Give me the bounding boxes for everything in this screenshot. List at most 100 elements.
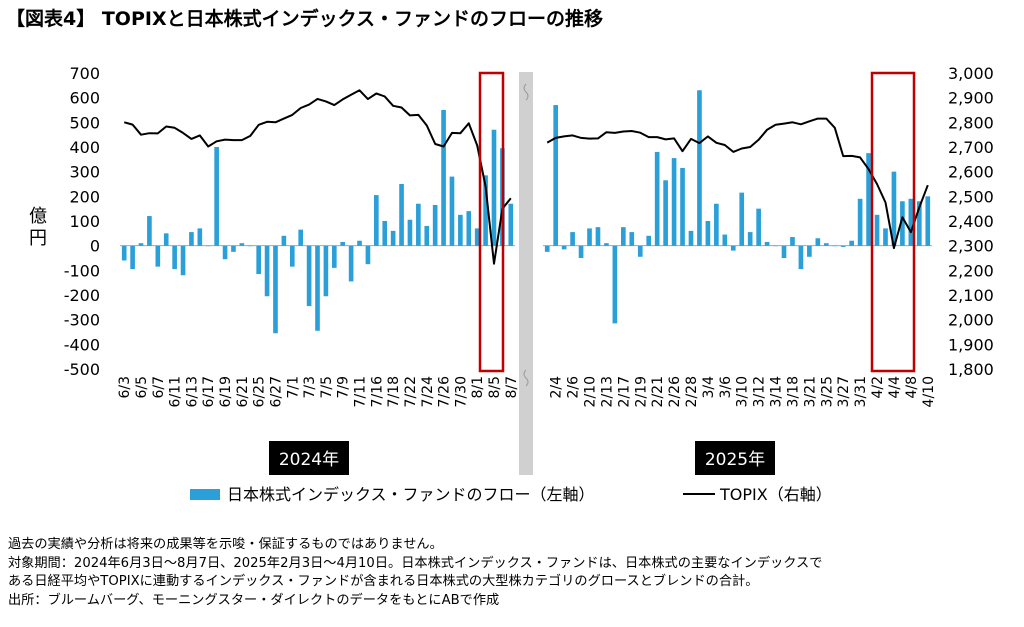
flow-bar [663,180,668,246]
right-tick-label: 2,500 [948,187,994,206]
flow-bar [747,232,753,246]
left-tick-label: 500 [69,113,100,132]
flow-bar [458,214,463,246]
x-tick-label: 7/16 [369,376,385,408]
flow-bar [739,192,745,246]
flow-bar [483,175,488,246]
flow-bar [680,167,685,246]
flow-bar [441,110,446,246]
flow-bar [289,245,295,267]
right-tick-label: 2,300 [948,237,994,256]
x-tick-label: 6/11 [168,376,184,407]
flow-bar [365,245,371,265]
x-tick-label: 8/1 [470,376,486,399]
flow-bar [390,230,396,246]
flow-bar [348,245,354,282]
flow-bar [256,245,261,275]
panel-label: 2024年 [279,450,339,470]
x-tick-label: 6/25 [252,376,268,407]
left-tick-label: -500 [64,360,100,379]
flow-bar [900,201,905,246]
x-tick-label: 2/6 [566,376,582,399]
x-tick-label: 2/21 [650,376,666,407]
right-tick-label: 2,800 [948,113,994,132]
axis-break-mark [523,83,529,387]
flow-bar [508,203,514,246]
flow-bar [908,198,914,246]
x-tick-label: 6/7 [151,376,167,399]
legend-bar-label: 日本株式インデックス・ファンドのフロー（左軸） [227,485,595,504]
flow-bar [578,245,584,258]
x-tick-label: 3/12 [752,376,768,407]
legend-line-label: TOPIX（右軸） [719,485,832,504]
left-tick-label: 200 [69,187,100,206]
x-tick-label: 6/17 [201,376,217,407]
flow-bar [570,232,575,246]
note-disclaimer: 過去の実績や分析は将来の成果等を示唆・保証するものではありません。 [8,537,443,552]
flow-bar [705,221,711,246]
flow-bar [671,158,677,246]
footnotes: 過去の実績や分析は将来の成果等を示唆・保証するものではありません。 対象期間：2… [8,536,822,610]
right-tick-label: 2,200 [948,261,994,280]
flow-bar [866,153,871,246]
x-tick-label: 3/14 [769,376,785,408]
x-tick-label: 7/3 [302,376,318,399]
flow-bar [416,203,421,246]
left-tick-label: 600 [69,89,100,108]
highlight-box [478,71,505,373]
left-tick-label: -300 [64,311,100,330]
x-tick-label: 6/13 [184,376,200,407]
flow-bar [306,245,312,307]
flow-bar [172,245,177,270]
x-tick-label: 2/26 [667,376,683,408]
right-tick-label: 2,700 [948,138,994,157]
flow-bar [807,245,812,257]
flow-bar [587,228,592,246]
right-tick-label: 2,900 [948,89,994,108]
flow-bar [714,203,719,246]
left-tick-label: 700 [69,64,100,83]
flow-bar [925,196,931,246]
flow-bar [197,228,203,246]
x-tick-label: 6/21 [235,376,251,407]
flow-bar [654,151,660,246]
flow-bar [189,232,194,246]
x-tick-label: 3/4 [701,376,717,399]
flow-bar [781,245,787,258]
x-tick-label: 7/26 [437,376,453,408]
x-tick-label: 3/25 [819,376,835,407]
left-axis-unit: 円 [29,228,47,249]
x-tick-label: 7/24 [420,376,436,408]
x-tick-label: 6/3 [117,376,133,399]
note-period: 対象期間：2024年6月3日～8月7日、2025年2月3日～4月10日。日本株式… [8,555,823,571]
flow-bar [281,235,287,246]
flow-bar [382,221,388,246]
flow-bar [832,245,838,247]
x-tick-label: 6/27 [269,376,285,407]
legend-bar-swatch [190,489,220,500]
flow-bar [916,201,922,246]
flow-bar [121,245,127,261]
flow-bar [773,245,778,247]
flow-bar [595,227,601,246]
flow-bar [857,198,863,246]
flow-bar [214,147,219,246]
panel-label-box [269,441,349,475]
note-definition: ある日経平均やTOPIXに連動するインデックス・ファンドが含まれる日本株式の大型… [8,574,759,589]
flow-bar [823,243,829,246]
flow-bar [138,243,144,246]
right-tick-label: 3,000 [948,64,994,83]
flow-bar [874,214,880,246]
x-tick-label: 3/27 [836,376,852,407]
left-tick-label: 100 [69,212,100,231]
x-tick-label: 7/18 [386,376,402,407]
chart-title: 【図表4】 TOPIXと日本株式インデックス・ファンドのフローの推移 [6,8,604,30]
flow-bar [147,216,152,246]
x-tick-label: 4/4 [887,376,903,399]
flow-bar [840,245,846,247]
x-tick-label: 2/28 [684,376,700,407]
flow-bar [374,195,379,246]
right-tick-label: 2,000 [948,311,994,330]
topix-line [546,117,929,250]
